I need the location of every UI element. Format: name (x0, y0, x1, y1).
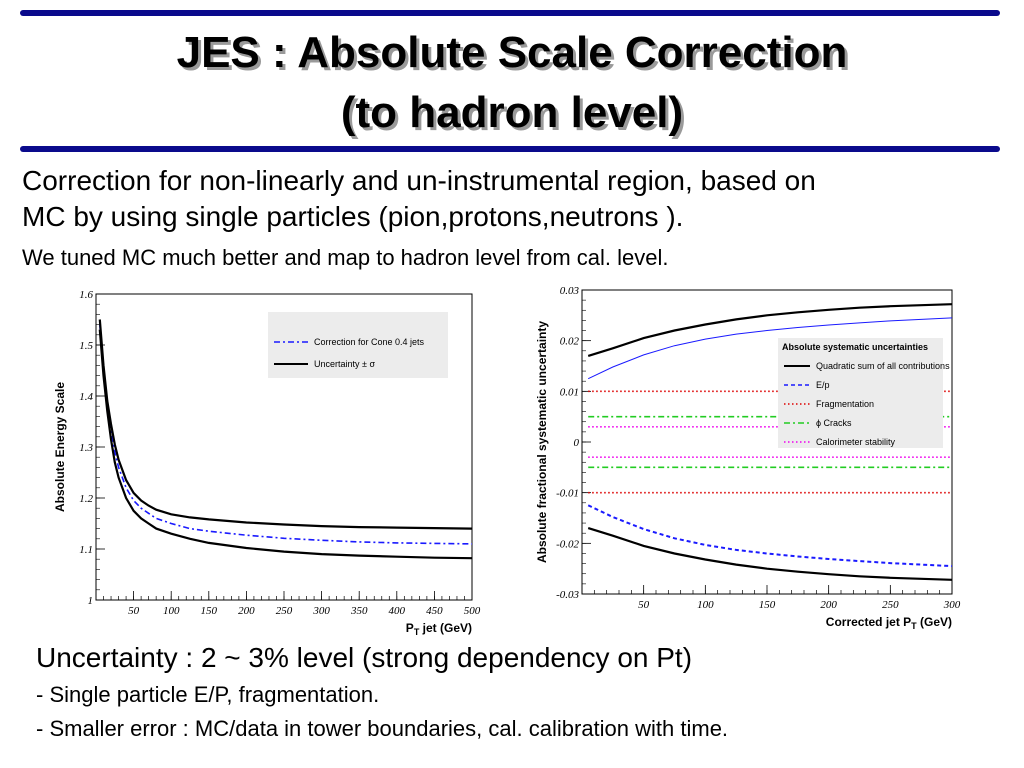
systematic-uncertainty-chart: 50 100 150 200 250 300 -0.03 -0.02 -0.01 0 0.01 0.0… (535, 285, 961, 631)
y-tick-label: -0.02 (556, 538, 579, 550)
y-axis-label: Absolute Energy Scale (53, 382, 67, 512)
x-axis-label: Corrected jet PT (GeV) (826, 615, 952, 631)
x-tick-label: 200 (238, 605, 255, 617)
y-axis-label: Absolute fractional systematic uncertain… (535, 321, 549, 563)
title-underline-rule (20, 146, 1000, 152)
bullet-smaller-error: - Smaller error : MC/data in tower bound… (36, 716, 729, 741)
x-tick-label: 500 (464, 605, 481, 617)
legend-label: Quadratic sum of all contributions (816, 361, 950, 371)
series-correction-for-cone-0-4-jets-line (99, 324, 473, 545)
series-quadratic-sum-negative-line (587, 527, 953, 581)
x-tick-label: 300 (943, 599, 961, 611)
x-axis-label: PT jet (GeV) (406, 621, 472, 637)
x-tick-label: 100 (697, 599, 714, 611)
x-tick-label: 300 (312, 605, 330, 617)
bullet-single-particle: - Single particle E/P, fragmentation. (36, 682, 380, 707)
legend-label: Uncertainty ± σ (314, 359, 375, 369)
intro-text-line1: Correction for non-linearly and un-instr… (22, 165, 816, 196)
x-tick-label: 250 (882, 599, 899, 611)
legend-title: Absolute systematic uncertainties (782, 342, 928, 352)
series-e-p-line (587, 504, 953, 568)
x-tick-label: 450 (426, 605, 443, 617)
legend-label: E/p (816, 380, 830, 390)
y-tick-label: 1.3 (79, 442, 93, 454)
legend-box (778, 338, 943, 448)
x-tick-label: 200 (820, 599, 837, 611)
y-tick-label: 0.02 (560, 336, 580, 348)
y-tick-label: 1.6 (79, 289, 93, 301)
legend-label: Fragmentation (816, 399, 874, 409)
y-tick-label: 1.2 (79, 493, 93, 505)
energy-scale-chart: 50 100 150 200 250 300 350 400 450 500 1 1.1 1.2 1.3 1… (53, 289, 481, 637)
series-quadratic-sum-of-all-contributions-line (587, 303, 953, 357)
intro-text-line3: We tuned MC much better and map to hadro… (22, 245, 669, 270)
y-tick-label: 1 (88, 595, 94, 607)
series-e-p-positive-line (587, 317, 953, 380)
series-uncertainty-line (98, 329, 473, 560)
y-tick-label: 1.5 (79, 340, 93, 352)
y-tick-label: 0 (574, 437, 580, 449)
x-tick-label: 150 (759, 599, 776, 611)
legend-box (268, 312, 448, 378)
slide-title-line1: JES : Absolute Scale Correction (176, 28, 848, 77)
legend-label: Correction for Cone 0.4 jets (314, 337, 425, 347)
y-tick-label: 1.1 (79, 544, 93, 556)
legend-label: Calorimeter stability (816, 437, 896, 447)
y-tick-label: -0.03 (556, 589, 579, 601)
x-tick-label: 350 (350, 605, 368, 617)
x-tick-label: 400 (389, 605, 406, 617)
y-tick-label: 0.01 (560, 386, 579, 398)
series-uncertainty-line (98, 319, 473, 530)
y-tick-label: -0.01 (556, 488, 579, 500)
x-tick-label: 250 (276, 605, 293, 617)
x-tick-label: 150 (201, 605, 218, 617)
y-tick-label: 1.4 (79, 391, 93, 403)
uncertainty-summary: Uncertainty : 2 ~ 3% level (strong depen… (36, 642, 693, 673)
x-tick-label: 100 (163, 605, 180, 617)
x-tick-label: 50 (638, 599, 650, 611)
y-tick-label: 0.03 (560, 285, 580, 297)
slide-title-line2: (to hadron level) (340, 88, 684, 137)
x-tick-label: 50 (128, 605, 140, 617)
intro-text-line2: MC by using single particles (pion,proto… (22, 201, 684, 232)
legend-label: ϕ Cracks (816, 418, 852, 428)
top-rule (20, 10, 1000, 16)
